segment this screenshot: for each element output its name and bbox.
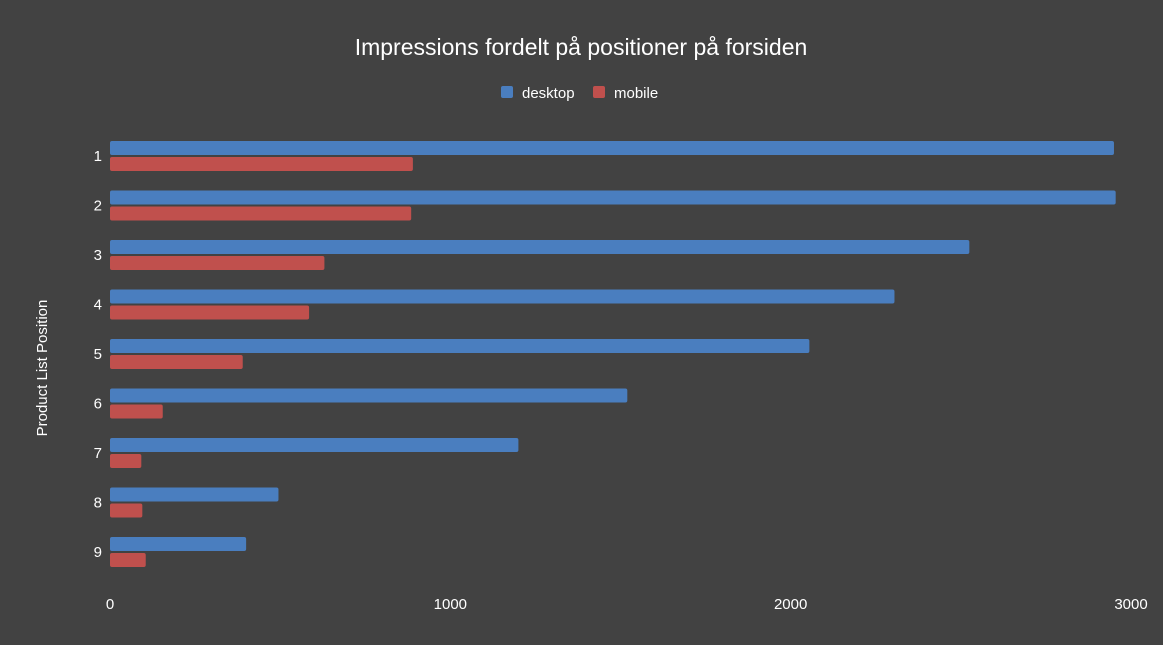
- bar-mobile-6: [110, 404, 163, 419]
- chart-title: Impressions fordelt på positioner på for…: [355, 34, 808, 60]
- category-label-9: 9: [94, 544, 102, 561]
- bar-mobile-3: [110, 256, 325, 270]
- category-label-6: 6: [94, 396, 102, 413]
- x-tick-label-2000: 2000: [774, 596, 807, 613]
- x-tick-label-3000: 3000: [1114, 596, 1147, 613]
- bar-desktop-5: [110, 339, 810, 353]
- bar-mobile-2: [110, 206, 412, 221]
- bar-desktop-1: [110, 141, 1114, 155]
- category-label-1: 1: [94, 148, 102, 165]
- bar-mobile-4: [110, 305, 310, 320]
- bar-mobile-8: [110, 503, 143, 518]
- bar-desktop-7: [110, 438, 519, 452]
- bar-desktop-9: [110, 537, 247, 551]
- x-axis-ticks: 0 1000 2000 3000: [106, 596, 1148, 613]
- bar-desktop-4: [110, 289, 895, 304]
- category-label-5: 5: [94, 346, 102, 363]
- bar-desktop-8: [110, 487, 279, 502]
- legend-label-desktop: desktop: [522, 85, 575, 102]
- category-label-3: 3: [94, 247, 102, 264]
- bar-mobile-7: [110, 454, 142, 468]
- category-label-7: 7: [94, 445, 102, 462]
- category-label-8: 8: [94, 495, 102, 512]
- y-axis-label: Product List Position: [34, 300, 51, 437]
- category-label-4: 4: [94, 297, 102, 314]
- bar-mobile-5: [110, 355, 243, 369]
- legend: desktop mobile: [501, 85, 658, 102]
- bar-desktop-2: [110, 190, 1116, 205]
- category-label-2: 2: [94, 198, 102, 215]
- bar-mobile-1: [110, 157, 413, 171]
- bars: [110, 141, 1116, 567]
- x-tick-label-1000: 1000: [434, 596, 467, 613]
- legend-label-mobile: mobile: [614, 85, 658, 102]
- x-tick-label-0: 0: [106, 596, 114, 613]
- bar-mobile-9: [110, 553, 146, 567]
- legend-swatch-mobile: [593, 86, 605, 98]
- category-labels: 1 2 3 4 5 6 7 8 9: [94, 148, 102, 561]
- legend-swatch-desktop: [501, 86, 513, 98]
- bar-desktop-6: [110, 388, 628, 403]
- bar-desktop-3: [110, 240, 970, 254]
